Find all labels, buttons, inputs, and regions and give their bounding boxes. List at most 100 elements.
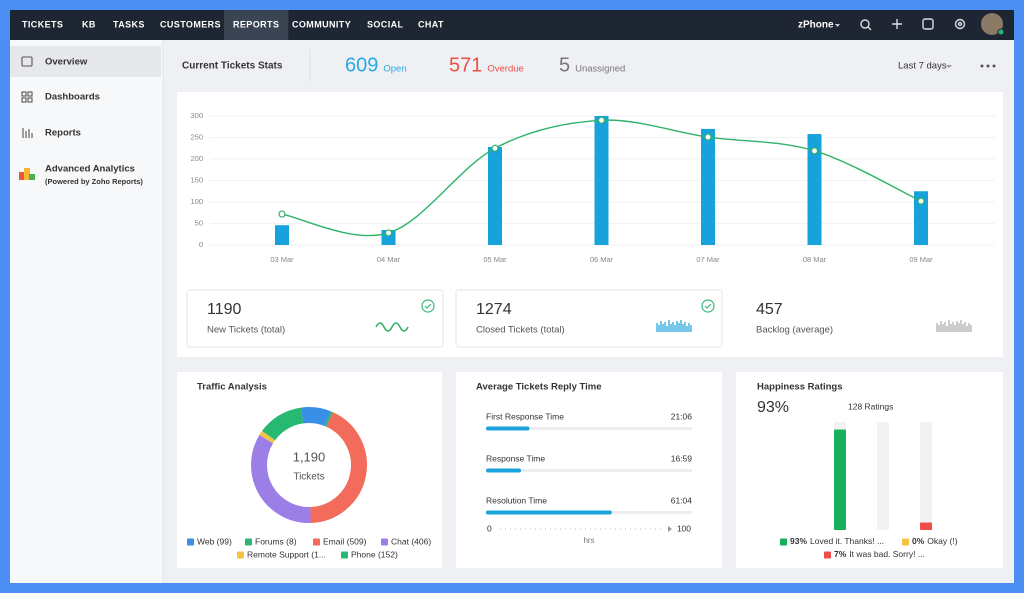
stat-value: 571 [449, 54, 482, 76]
donut-segment [300, 407, 331, 427]
avatar[interactable] [981, 13, 1003, 35]
nav-item[interactable]: TICKETS [22, 19, 63, 29]
sidebar-item[interactable]: Overview [45, 57, 88, 68]
search-icon[interactable] [860, 19, 870, 29]
legend-swatch [237, 551, 244, 559]
summary-value: 457 [756, 301, 783, 318]
x-tick-label: 07 Mar [696, 255, 720, 264]
nav-item[interactable]: KB [82, 19, 96, 29]
legend-swatch [245, 538, 252, 546]
line-point [384, 229, 393, 237]
nav-item[interactable]: CUSTOMERS [160, 19, 221, 29]
y-tick-label: 200 [190, 154, 203, 163]
legend-label: Remote Support (1... [247, 549, 326, 559]
card-title: Average Tickets Reply Time [476, 382, 602, 393]
bar-label: Response Time [486, 453, 545, 463]
line-point [704, 133, 712, 141]
legend-swatch [187, 538, 194, 546]
add-icon[interactable] [892, 19, 902, 29]
bar [807, 134, 822, 245]
line-point [278, 210, 286, 218]
y-tick-label: 250 [190, 132, 203, 141]
legend-category: It was bad. Sorry! ... [849, 549, 925, 559]
donut-segment [251, 434, 311, 523]
legend-swatch [780, 538, 787, 546]
bar [275, 225, 289, 245]
dashboards-icon [21, 91, 27, 97]
dot [992, 64, 996, 68]
bar-track [486, 469, 692, 472]
analytics-icon [19, 168, 35, 180]
bar-label: First Response Time [486, 411, 564, 421]
sidebar-item[interactable]: Dashboards [45, 92, 100, 103]
status-dot [997, 28, 1005, 36]
stat-label: Unassigned [575, 64, 625, 75]
headline: 93% [757, 399, 789, 416]
settings-icon[interactable] [954, 18, 966, 30]
sidebar-item[interactable]: Reports [45, 128, 81, 139]
bar [701, 128, 715, 245]
line-point [597, 116, 606, 124]
sidebar-active-bg [10, 46, 161, 77]
nav-item[interactable]: COMMUNITY [292, 19, 351, 29]
y-tick-label: 300 [190, 111, 203, 120]
dot [986, 64, 990, 68]
legend-value: 7% [834, 549, 847, 559]
legend-label: 93% Loved it. Thanks! ... [790, 536, 884, 546]
summary-card [735, 290, 1001, 347]
dashboards-icon [21, 97, 27, 103]
x-tick-label: 06 Mar [590, 255, 614, 264]
donut-center-label: Tickets [293, 472, 324, 483]
period-select[interactable]: Last 7 days [898, 61, 947, 72]
dashboards-icon [27, 97, 33, 103]
bar [488, 146, 502, 245]
check-icon [421, 299, 435, 313]
sidebar-icons [21, 56, 33, 138]
nav-active-bg [224, 10, 289, 40]
stat-value: 5 [559, 54, 570, 76]
sidebar [10, 40, 163, 583]
y-tick-label: 50 [195, 218, 203, 227]
summary-value: 1274 [476, 301, 512, 318]
check-icon [701, 299, 715, 313]
header-stats: 609 Open 571 Overdue 5 Unassigned [345, 54, 625, 76]
line-point [917, 197, 925, 205]
donut-center-value: 1,190 [293, 449, 326, 464]
bar [486, 510, 612, 515]
x-tick-label: 04 Mar [377, 255, 401, 264]
nav-item[interactable]: TASKS [113, 19, 145, 29]
dot [980, 64, 984, 68]
settings-icon [957, 21, 963, 27]
share-icon[interactable] [922, 18, 934, 30]
nav-item[interactable]: CHAT [418, 19, 444, 29]
stats-title: Current Tickets Stats [182, 61, 283, 72]
check-icon [704, 303, 712, 309]
y-tick-label: 0 [199, 240, 203, 249]
nav-item[interactable]: SOCIAL [367, 19, 404, 29]
y-tick-label: 100 [190, 197, 203, 206]
line-point [491, 144, 499, 152]
stat-label: Overdue [487, 64, 523, 75]
card-title: Happiness Ratings [757, 382, 843, 393]
x-axis-label: hrs [583, 536, 594, 545]
analytics-icon-part [24, 168, 30, 180]
x-tick-label: 09 Mar [909, 255, 933, 264]
nav-item[interactable]: REPORTS [233, 19, 279, 29]
sidebar-item[interactable]: Advanced Analytics [45, 164, 135, 175]
bar-value-label: 16:59 [671, 453, 693, 463]
user-menu[interactable]: zPhone [798, 20, 834, 31]
legend-category: Loved it. Thanks! ... [810, 536, 884, 546]
x-tick-label: 03 Mar [270, 255, 294, 264]
legend-label: Email (509) [323, 536, 367, 546]
legend-label: 7% It was bad. Sorry! ... [834, 549, 925, 559]
analytics-icon-part [29, 174, 35, 180]
summary-label: New Tickets (total) [207, 325, 285, 336]
more-menu[interactable] [980, 64, 996, 68]
bar-track [877, 422, 889, 530]
x-tick-label: 05 Mar [483, 255, 507, 264]
check-icon [424, 303, 432, 309]
bar [486, 426, 530, 431]
summary-label: Backlog (average) [756, 325, 833, 336]
dropdown-caret [946, 65, 952, 68]
sidebar-note: (Powered by Zoho Reports) [45, 177, 143, 186]
